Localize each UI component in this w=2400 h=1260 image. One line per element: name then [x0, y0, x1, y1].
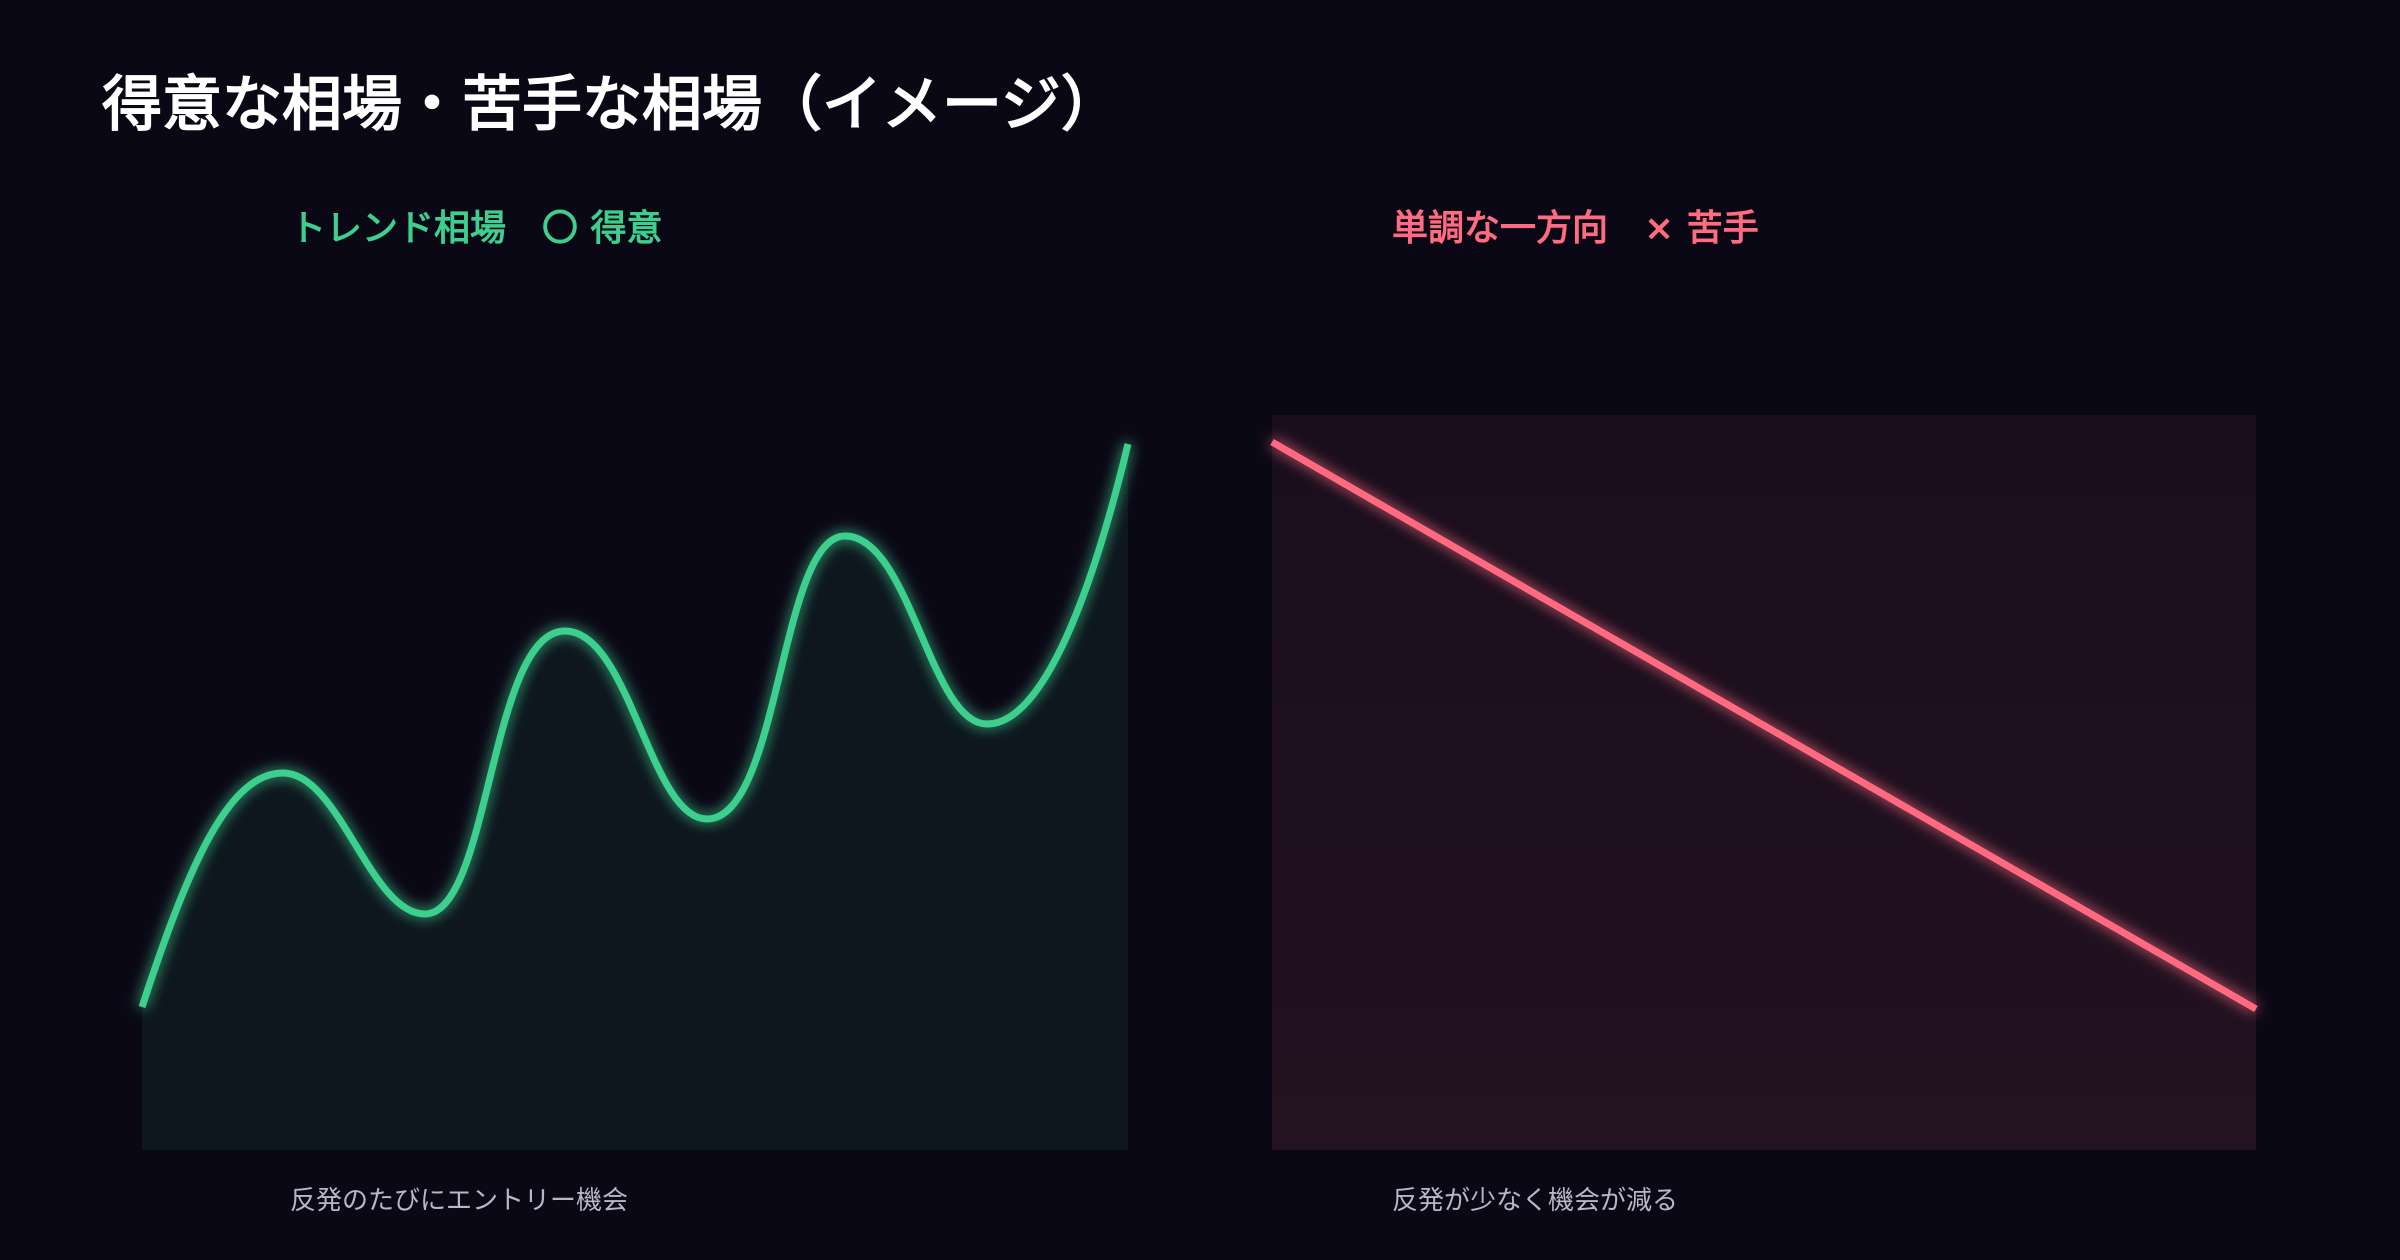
panel-caption: 反発が少なく機会が減る — [1392, 1186, 1678, 1216]
panel-title: 単調な一方向 × 苦手 — [1392, 208, 1759, 249]
down-line — [1270, 438, 2258, 1013]
panel-caption: 反発のたびにエントリー機会 — [290, 1186, 628, 1216]
panel-title: トレンド相場 〇 得意 — [290, 208, 663, 249]
area-fill — [142, 444, 1128, 1150]
trend-curve — [138, 443, 1132, 1009]
page-title: 得意な相場・苦手な相場（イメージ） — [102, 70, 1121, 140]
